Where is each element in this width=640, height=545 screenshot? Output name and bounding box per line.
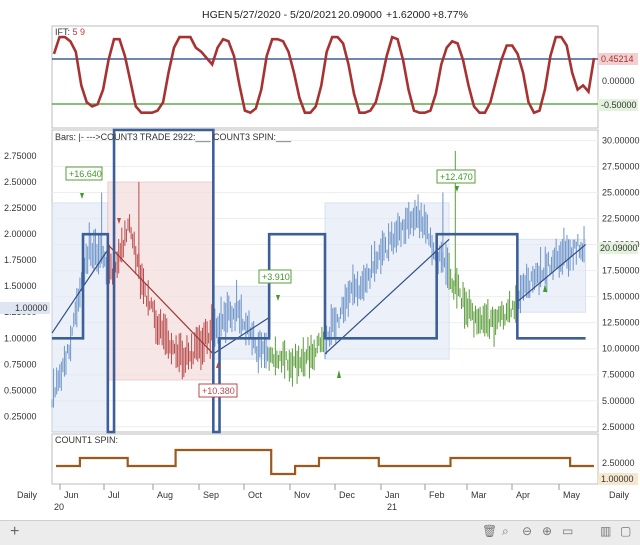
layout-icon[interactable]: ▥ — [600, 524, 612, 538]
date-range-label: 5/27/2020 - 5/20/2021 — [234, 9, 337, 21]
ift-value-text: 0.45214 — [601, 54, 634, 64]
ift-low-text: -0.50000 — [601, 100, 637, 110]
main-panel: Bars: |- --->COUNT3 TRADE 2922:___ COUNT… — [0, 128, 640, 434]
right-tick-6: 15.00000 — [602, 292, 640, 302]
left-value-text: 1.00000 — [15, 303, 48, 313]
left-tick-1: 2.50000 — [4, 177, 37, 187]
spin-value-badge — [598, 473, 638, 485]
left-tick-7: 1.00000 — [4, 333, 37, 343]
ift-series-line — [52, 35, 596, 115]
price-badge-text: 20.09000 — [600, 243, 638, 253]
right-tick-11: 2.50000 — [602, 422, 635, 432]
trade-zone-4 — [324, 202, 450, 360]
month-label-dec: Dec — [339, 490, 356, 500]
trade-zones — [51, 181, 587, 433]
annotation-1: +16.640 — [65, 166, 103, 199]
month-label-aug: Aug — [157, 490, 173, 500]
right-tick-10: 5.00000 — [602, 396, 635, 406]
month-labels: Jun Jul Aug Sep Oct Nov Dec Jan Feb Mar Apr May — [59, 484, 581, 500]
price-badge — [598, 242, 638, 254]
left-value-badge — [0, 302, 50, 314]
ift-low-badge — [598, 99, 638, 111]
left-tick-10: 0.25000 — [4, 411, 37, 421]
trend-line-3 — [212, 316, 270, 355]
month-label-jun: Jun — [64, 490, 79, 500]
month-label-oct: Oct — [248, 490, 263, 500]
price-bars — [51, 150, 585, 408]
left-tick-8: 0.75000 — [4, 359, 37, 369]
left-tick-5: 1.50000 — [4, 281, 37, 291]
trend-line-2 — [107, 244, 214, 355]
symbol-label: HGEN — [202, 9, 232, 21]
signal-arrow-down-1 — [117, 218, 121, 224]
add-icon[interactable]: + — [10, 523, 20, 540]
trash-icon[interactable]: 🗑 — [482, 524, 498, 538]
annotation-4: +12.470 — [436, 169, 476, 192]
year-label-2021: 21 — [387, 502, 397, 512]
svg-text:+12.470: +12.470 — [440, 172, 473, 182]
daily-right-label: Daily — [609, 490, 630, 500]
right-tick-3: 22.50000 — [602, 214, 640, 224]
year-label-2020: 20 — [54, 502, 64, 512]
trend-line-5 — [516, 244, 586, 303]
left-tick-9: 0.50000 — [4, 385, 37, 395]
left-tick-3: 2.00000 — [4, 229, 37, 239]
main-legend: Bars: |- --->COUNT3 TRADE 2922:___ COUNT… — [55, 132, 292, 142]
month-label-sep: Sep — [203, 490, 219, 500]
svg-text:+3.910: +3.910 — [262, 272, 290, 282]
zoom-in-icon[interactable]: ⊕ — [542, 524, 553, 538]
spin-value-text: 1.00000 — [601, 474, 634, 484]
month-label-mar: Mar — [471, 490, 487, 500]
x-axis: Daily Daily Jun Jul Aug Sep Oct Nov Dec Jan Feb M… — [17, 483, 630, 512]
right-tick-5: 17.50000 — [602, 266, 640, 276]
right-tick-8: 10.00000 — [602, 344, 640, 354]
spin-label: COUNT1 SPIN: — [55, 435, 118, 445]
left-tick-2: 2.25000 — [4, 203, 37, 213]
right-tick-0: 30.00000 — [602, 135, 640, 145]
spin-series-line — [56, 448, 594, 476]
month-label-apr: Apr — [516, 490, 530, 500]
search-icon[interactable]: ⌕ — [502, 524, 509, 538]
daily-left-label: Daily — [17, 490, 38, 500]
change-label: +1.62000 — [386, 9, 430, 21]
ift-panel: IFT: 5 9 0.00000 0.45214 -0.50000 — [51, 25, 638, 129]
spin-tick: 2.50000 — [602, 458, 635, 468]
zoom-out-icon[interactable]: ⊖ — [522, 524, 533, 538]
right-tick-7: 12.50000 — [602, 318, 640, 328]
window-icon[interactable]: ▢ — [620, 524, 632, 538]
right-tick-1: 27.50000 — [602, 161, 640, 171]
month-label-may: May — [563, 490, 581, 500]
price-label: 20.09000 — [338, 9, 382, 21]
annotation-2: +10.380 — [198, 362, 238, 398]
month-label-jan: Jan — [385, 490, 400, 500]
trade-zone-2 — [107, 181, 214, 381]
svg-text:+16.640: +16.640 — [69, 169, 102, 179]
trend-line-4 — [324, 238, 450, 355]
right-tick-2: 25.00000 — [602, 187, 640, 197]
signal-arrow-up-2 — [543, 284, 547, 292]
ift-label: IFT: 5 9 — [55, 27, 85, 37]
trade-zone-1 — [51, 202, 109, 433]
ift-value-badge — [598, 53, 638, 65]
right-tick-9: 7.50000 — [602, 370, 635, 380]
chart-header: HGEN 5/27/2020 - 5/20/2021 20.09000 +1.6… — [202, 9, 468, 21]
annotation-3: +3.910 — [258, 269, 292, 301]
month-label-nov: Nov — [294, 490, 311, 500]
footer-bar: + 🗑 ⌕ ⊖ ⊕ ▭ ▥ ▢ — [0, 520, 640, 545]
svg-text:+10.380: +10.380 — [202, 386, 235, 396]
trade-zone-5 — [516, 238, 587, 313]
signal-arrow-up-1 — [337, 370, 341, 378]
left-tick-0: 2.75000 — [4, 151, 37, 161]
trend-lines — [51, 238, 586, 355]
month-label-jul: Jul — [108, 490, 120, 500]
left-tick-4: 1.75000 — [4, 255, 37, 265]
spin-panel: COUNT1 SPIN: 2.50000 1.00000 — [51, 433, 638, 485]
month-label-feb: Feb — [429, 490, 445, 500]
pct-label: +8.77% — [432, 9, 468, 21]
trend-line-1 — [51, 249, 109, 334]
ift-tick-zero: 0.00000 — [602, 76, 635, 86]
scroll-handle-icon[interactable]: ▭ — [562, 524, 574, 538]
